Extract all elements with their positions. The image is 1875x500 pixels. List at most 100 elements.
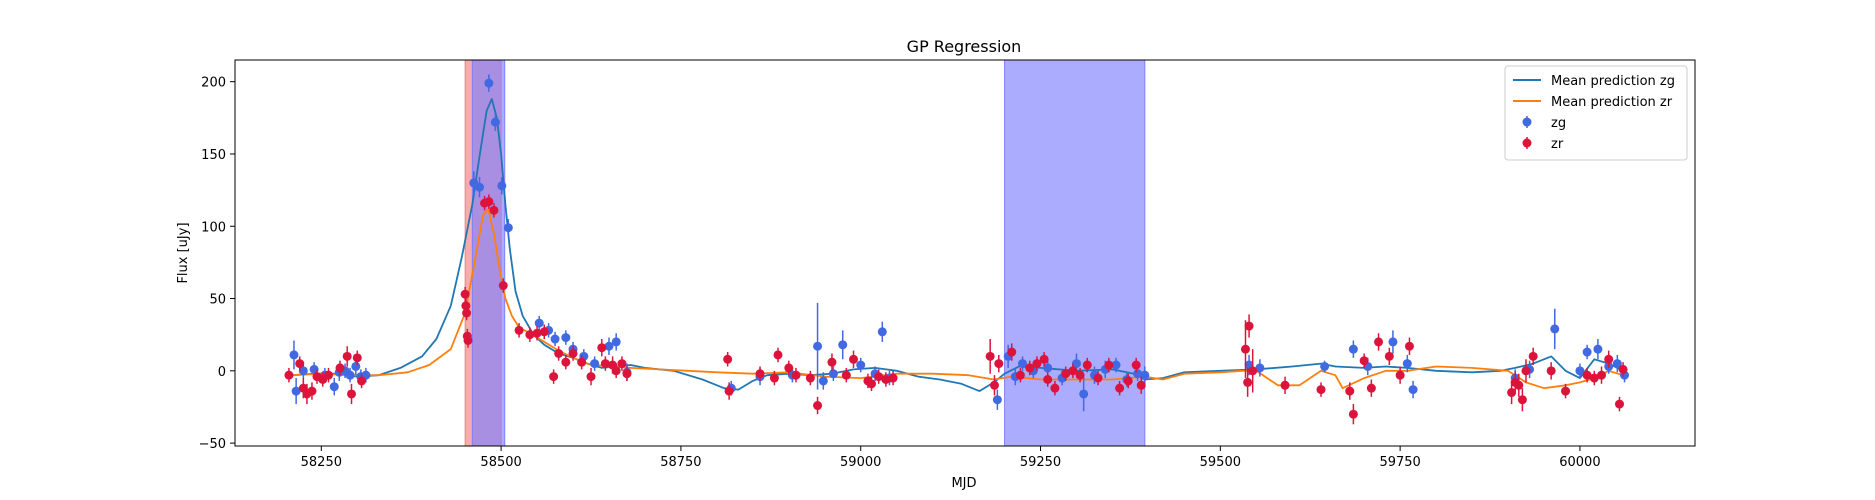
marker-zg [345, 370, 355, 380]
marker-zr [1007, 347, 1017, 357]
marker-zr [1348, 409, 1358, 419]
point-zr [1582, 367, 1592, 383]
point-zr [335, 360, 345, 376]
point-zg [1582, 344, 1592, 360]
marker-zr [1082, 360, 1092, 370]
point-zr [1015, 367, 1025, 383]
marker-zg [289, 350, 299, 360]
marker-zr [549, 372, 559, 382]
point-zg [1255, 359, 1265, 377]
point-zr [1561, 383, 1571, 399]
y-tick-label: 200 [201, 76, 226, 91]
point-zr [1123, 373, 1133, 389]
x-tick-label: 59000 [840, 455, 881, 470]
point-zr [1589, 370, 1599, 386]
legend-item-mean-prediction-zg: Mean prediction zg [1513, 74, 1675, 89]
point-zr [1244, 314, 1254, 338]
marker-zr [1561, 386, 1571, 396]
x-axis-label: MJD [951, 476, 976, 491]
marker-zr [1618, 364, 1628, 374]
marker-zr [335, 363, 345, 373]
marker-zr [577, 357, 587, 367]
marker-zr [568, 348, 578, 358]
marker-zg [497, 181, 507, 191]
marker-zr [284, 370, 294, 380]
point-zr [1075, 367, 1085, 383]
marker-zg [1593, 344, 1603, 354]
point-zr [1248, 349, 1258, 393]
marker-zr [525, 330, 535, 340]
point-zr [813, 396, 823, 415]
point-zr [867, 376, 877, 392]
marker-zr [1061, 369, 1071, 379]
point-zr [1032, 356, 1042, 371]
marker-zg [590, 359, 600, 369]
marker-zg [1575, 366, 1585, 376]
point-zr [617, 356, 627, 371]
marker-zg [818, 376, 828, 386]
point-zr [1240, 320, 1250, 379]
marker-zg [604, 341, 614, 351]
point-zg [590, 356, 600, 371]
marker-zr [307, 386, 317, 396]
point-zr [514, 323, 524, 338]
marker-zg [877, 327, 887, 337]
point-zr [1039, 352, 1049, 367]
point-zg [1140, 366, 1150, 384]
marker-zr [1243, 377, 1253, 387]
legend-item-zr: zr [1522, 137, 1564, 152]
point-zr [1597, 366, 1607, 384]
point-zg [289, 340, 299, 370]
marker-zr [1395, 370, 1405, 380]
marker-zg [291, 386, 301, 396]
marker-zr [489, 205, 499, 215]
marker-zg [856, 360, 866, 370]
point-zg [497, 177, 507, 195]
point-zr [1280, 376, 1290, 394]
point-zg [291, 378, 301, 405]
point-zr [1618, 362, 1628, 377]
marker-zr [1280, 380, 1290, 390]
marker-zr [1404, 341, 1414, 351]
point-zr [827, 353, 837, 371]
marker-zg [1111, 360, 1121, 370]
point-zr [352, 350, 362, 366]
point-zr [307, 382, 317, 400]
point-zr [323, 367, 333, 383]
point-zr [597, 339, 607, 357]
marker-zr [849, 354, 859, 364]
marker-zr [1528, 351, 1538, 361]
marker-zr [1240, 344, 1250, 354]
point-zr [1007, 343, 1017, 361]
marker-zr [463, 335, 473, 345]
marker-zr [1604, 354, 1614, 364]
point-zg [1408, 380, 1418, 399]
point-zr [561, 354, 571, 370]
point-zg [1388, 330, 1398, 354]
marker-zr [600, 359, 610, 369]
shaded-region-1 [471, 59, 506, 447]
marker-zr [1597, 370, 1607, 380]
marker-zr [352, 353, 362, 363]
point-zr [1374, 333, 1384, 351]
marker-zg [351, 361, 361, 371]
line-mean-prediction-zg [292, 98, 1624, 392]
point-zr [532, 326, 542, 341]
point-zr [1025, 360, 1035, 376]
point-zg [475, 177, 485, 198]
point-zr [1243, 367, 1253, 397]
marker-zg [1071, 359, 1081, 369]
point-zr [1528, 347, 1538, 366]
marker-zr [1115, 383, 1125, 393]
marker-zg [1402, 359, 1412, 369]
marker-zr [723, 354, 733, 364]
marker-zg [534, 318, 544, 328]
marker-zr [611, 366, 621, 376]
marker-zr [1374, 337, 1384, 347]
point-zg [818, 372, 828, 390]
marker-zg [1348, 344, 1358, 354]
point-zg [1612, 354, 1622, 373]
shaded-regions [464, 59, 1146, 447]
point-zr [994, 354, 1004, 373]
marker-zr [1244, 321, 1254, 331]
